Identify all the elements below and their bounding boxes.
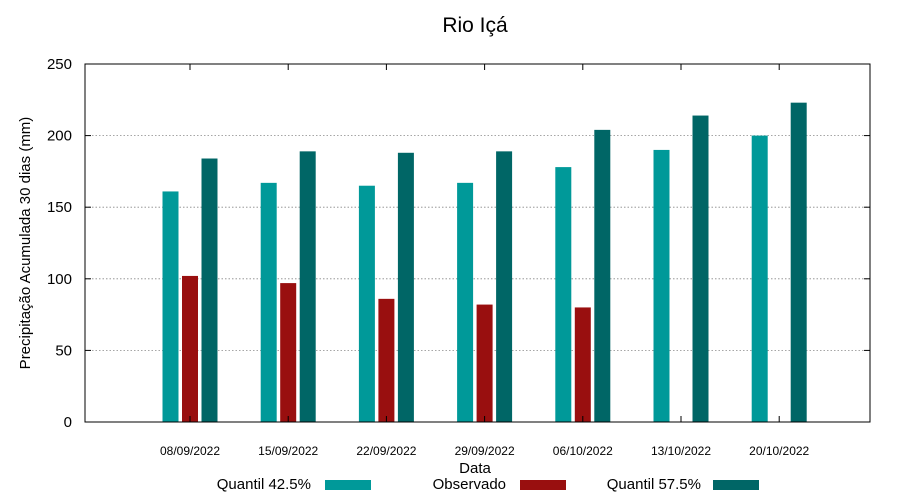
y-tick-label: 0 <box>64 414 72 431</box>
bar-quantil-42-5-2 <box>358 185 375 422</box>
y-axis-label: Precipitação Acumulada 30 dias (mm) <box>17 117 34 370</box>
bars <box>162 102 807 423</box>
bar-quantil-42-5-5 <box>653 149 670 423</box>
bar-observado-1 <box>280 283 297 422</box>
x-tick-label: 29/09/2022 <box>455 444 515 458</box>
bar-observado-0 <box>182 275 198 422</box>
bar-observado-2 <box>378 298 395 422</box>
bar-quantil-57-5-2 <box>397 152 414 422</box>
bar-observado-3 <box>476 304 493 422</box>
plot-frame <box>84 63 871 423</box>
legend-swatch <box>325 480 371 490</box>
legend-label: Quantil 57.5% <box>607 476 701 493</box>
bar-quantil-57-5-0 <box>201 158 218 422</box>
legend-label: Observado <box>433 476 506 493</box>
bar-quantil-42-5-1 <box>260 182 277 422</box>
bar-quantil-57-5-5 <box>692 115 709 422</box>
bar-quantil-57-5-1 <box>299 151 316 423</box>
bar-observado-4 <box>574 307 591 422</box>
legend-label: Quantil 42.5% <box>217 476 311 493</box>
legend-swatch <box>713 480 759 490</box>
y-tick-label: 200 <box>47 128 72 145</box>
y-tick-label: 250 <box>47 56 72 73</box>
y-tick-label: 100 <box>47 271 72 288</box>
bar-quantil-42-5-0 <box>162 191 179 422</box>
x-tick-label: 20/10/2022 <box>749 444 809 458</box>
legend-swatch <box>520 480 566 490</box>
bar-quantil-57-5-4 <box>594 129 611 422</box>
x-tick-label: 22/09/2022 <box>356 444 416 458</box>
x-tick-label: 08/09/2022 <box>160 444 220 458</box>
bar-quantil-57-5-6 <box>790 102 807 422</box>
x-tick-label: 15/09/2022 <box>258 444 318 458</box>
y-axis-ticks: 0 50 100 150 200 250 <box>47 56 870 431</box>
bar-quantil-42-5-4 <box>555 167 572 422</box>
legend: Quantil 42.5% Observado Quantil 57.5% <box>217 476 759 493</box>
bar-quantil-57-5-3 <box>496 151 513 423</box>
y-tick-label: 50 <box>55 342 72 359</box>
x-tick-label: 13/10/2022 <box>651 444 711 458</box>
y-tick-label: 150 <box>47 199 72 216</box>
bar-quantil-42-5-6 <box>751 135 768 422</box>
x-axis-ticks: 08/09/2022 15/09/2022 22/09/2022 29/09/2022… <box>160 64 810 458</box>
bar-quantil-42-5-3 <box>457 182 474 422</box>
x-axis-label: Data <box>459 460 491 477</box>
chart-title: Rio Içá <box>442 14 508 37</box>
x-tick-label: 06/10/2022 <box>553 444 613 458</box>
